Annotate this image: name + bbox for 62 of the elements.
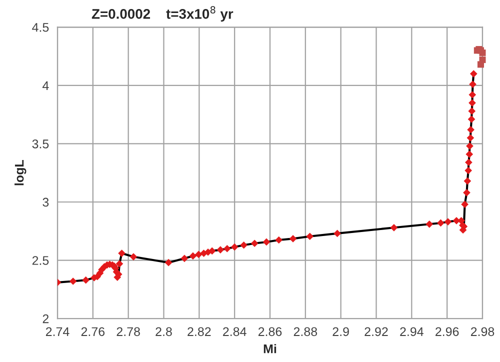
point	[240, 241, 248, 249]
point	[463, 188, 470, 196]
point	[467, 126, 474, 134]
x-tick-label: 2.92	[364, 327, 388, 336]
point	[444, 218, 452, 226]
point	[306, 232, 314, 240]
point	[262, 238, 270, 246]
point	[466, 134, 474, 142]
point	[289, 235, 297, 242]
point	[334, 230, 341, 238]
y-tick-label: 3	[42, 198, 49, 207]
point	[465, 158, 472, 166]
x-tick-label: 2.88	[294, 327, 318, 336]
x-tick-label: 2.76	[81, 327, 105, 336]
point	[464, 177, 472, 185]
y-tick-label: 2.5	[32, 256, 49, 265]
x-tick-label: 2.86	[258, 327, 282, 336]
x-tick-label: 2.96	[436, 327, 459, 336]
x-tick-label: 2.8	[156, 327, 172, 336]
y-tick-label: 4	[42, 81, 49, 90]
x-tick-label: 2.9	[332, 327, 349, 336]
point	[275, 236, 283, 244]
point	[468, 99, 476, 107]
point	[464, 166, 472, 174]
point	[461, 200, 468, 208]
point	[223, 244, 231, 252]
y-axis-title: logL	[14, 160, 26, 186]
x-tick-label: 2.82	[188, 327, 211, 336]
x-tick-label: 2.78	[116, 327, 140, 336]
x-tick-label: 2.98	[470, 327, 494, 336]
point	[437, 219, 444, 227]
point	[466, 150, 474, 158]
point	[180, 254, 188, 262]
x-axis-title: Mi	[264, 344, 276, 354]
point	[82, 276, 90, 284]
point	[216, 246, 224, 254]
x-tick-label: 2.84	[223, 327, 246, 336]
x-tick-label: 2.74	[46, 327, 70, 336]
point	[479, 50, 486, 56]
point	[468, 107, 476, 115]
x-tick-label: 2.94	[400, 327, 424, 336]
point	[466, 142, 474, 150]
y-tick-label: 4.5	[32, 23, 49, 32]
point	[116, 260, 124, 268]
point	[477, 61, 484, 68]
point	[164, 258, 172, 266]
point	[469, 80, 476, 88]
point	[230, 243, 238, 251]
point	[130, 253, 138, 260]
point	[118, 250, 126, 257]
point	[470, 70, 478, 78]
point	[194, 250, 202, 258]
y-tick-label: 3.5	[32, 140, 49, 148]
point	[468, 116, 476, 123]
point	[69, 278, 77, 285]
point	[426, 220, 434, 228]
point	[468, 91, 476, 98]
chart-title: Z=0.0002 t=3x10$^{8}$ yr	[92, 6, 234, 22]
point	[250, 240, 258, 248]
point	[189, 252, 197, 260]
point	[390, 224, 398, 232]
y-tick-label: 2	[42, 314, 49, 324]
